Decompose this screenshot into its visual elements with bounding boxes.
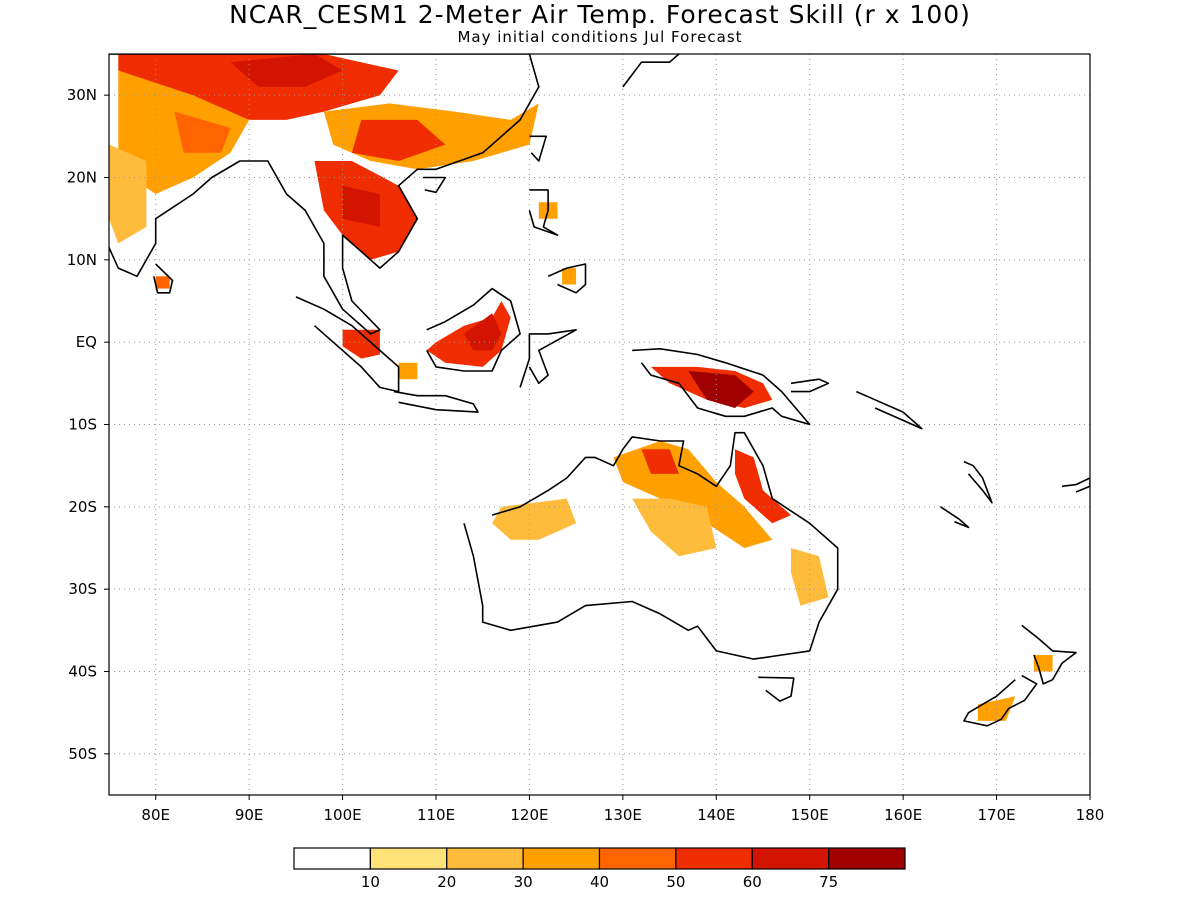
colorbar-label-50: 50 xyxy=(666,873,685,891)
figure-title: NCAR_CESM1 2-Meter Air Temp. Forecast Sk… xyxy=(229,0,971,29)
colorbar-swatch-2 xyxy=(446,847,524,870)
tick-label-lon-150: 150E xyxy=(791,806,829,824)
coastline-layer xyxy=(109,54,1090,727)
skill-region-aus-east xyxy=(791,548,829,606)
tick-label-lon-130: 130E xyxy=(604,806,642,824)
coastline-new-guinea xyxy=(632,347,811,426)
skill-region-java xyxy=(398,362,418,380)
coastline-sumatra xyxy=(295,296,400,393)
tick-label-lat-20: 20N xyxy=(67,169,97,187)
skill-region-cape-york xyxy=(735,449,791,524)
figure-subtitle: May initial conditions Jul Forecast xyxy=(457,28,743,46)
tick-label-lon-170: 170E xyxy=(978,806,1016,824)
coastline-vanuatu xyxy=(963,460,993,504)
colorbar-swatch-0 xyxy=(293,847,371,870)
coastline-solomon xyxy=(856,390,923,430)
coastline-fiji xyxy=(1061,477,1090,493)
tick-label-lat--40: 40S xyxy=(68,663,97,681)
skill-region-mindanao xyxy=(562,268,577,285)
tick-label-lat--50: 50S xyxy=(68,745,97,763)
tick-label-lon-120: 120E xyxy=(510,806,548,824)
tick-label-lon-160: 160E xyxy=(884,806,922,824)
tick-label-lon-90: 90E xyxy=(235,806,264,824)
skill-region-indochina-core xyxy=(342,185,380,227)
coastline-borneo xyxy=(426,287,521,372)
coastline-philippines-mindanao xyxy=(547,263,587,294)
coastline-taiwan xyxy=(529,135,548,162)
coastline-tasmania xyxy=(758,676,795,702)
colorbar-swatch-4 xyxy=(598,847,677,870)
colorbar-label-30: 30 xyxy=(514,873,533,891)
tick-label-lon-110: 110E xyxy=(417,806,455,824)
tick-label-lat-10: 10N xyxy=(67,251,97,269)
colorbar: 10 20 30 40 50 60 75 xyxy=(293,847,906,891)
axis-tick-layer: 80E 90E 100E 110E 120E 130E 140E 150E 160E 170E 18… xyxy=(67,86,1105,824)
coastline-sri-lanka xyxy=(153,263,174,294)
tick-label-lon-180: 180 xyxy=(1076,806,1105,824)
tick-label-lat--20: 20S xyxy=(68,498,97,516)
colorbar-label-40: 40 xyxy=(590,873,609,891)
coastline-sulawesi xyxy=(519,328,577,388)
colorbar-label-10: 10 xyxy=(361,873,380,891)
colorbar-label-75: 75 xyxy=(819,873,838,891)
tick-label-lon-100: 100E xyxy=(324,806,362,824)
colorbar-swatch-7 xyxy=(828,847,906,870)
skill-region-sumatra-malaya xyxy=(342,329,380,359)
tick-label-lon-80: 80E xyxy=(141,806,170,824)
skill-region-new-guinea-core xyxy=(688,371,754,408)
tick-label-lon-140: 140E xyxy=(697,806,735,824)
tick-label-lat-0: EQ xyxy=(76,333,97,351)
coastline-australia xyxy=(463,431,839,660)
skill-region-india-west xyxy=(109,144,147,244)
colorbar-swatch-5 xyxy=(675,847,753,870)
coastline-asia-mainland xyxy=(109,54,540,335)
skill-region-aus-north-core xyxy=(641,449,679,474)
tick-label-lat--10: 10S xyxy=(68,416,97,434)
colorbar-label-20: 20 xyxy=(437,873,456,891)
skill-region-borneo-core xyxy=(464,313,502,351)
skill-region-south-china-core xyxy=(351,119,446,161)
tick-label-lat--30: 30S xyxy=(68,580,97,598)
colorbar-swatch-1 xyxy=(369,847,448,870)
colorbar-swatch-6 xyxy=(751,847,830,870)
coastline-nz-north xyxy=(1021,624,1077,685)
coastline-japan xyxy=(622,54,680,88)
skill-region-tibet-core xyxy=(230,54,343,87)
coastline-java xyxy=(393,390,479,413)
skill-region-aus-central xyxy=(632,498,717,557)
colorbar-label-60: 60 xyxy=(743,873,762,891)
skill-region-india-core xyxy=(174,111,231,153)
coastline-new-caledonia xyxy=(940,506,970,529)
colorbar-swatch-3 xyxy=(522,847,601,870)
skill-shading-layer xyxy=(109,54,1053,721)
coastline-nz-south xyxy=(963,674,1038,727)
coastline-philippines-luzon xyxy=(528,189,559,236)
coastline-hainan xyxy=(422,176,447,194)
coastline-new-britain xyxy=(790,378,830,393)
skill-region-sri-lanka xyxy=(155,276,170,289)
tick-label-lat-30: 30N xyxy=(67,86,97,104)
